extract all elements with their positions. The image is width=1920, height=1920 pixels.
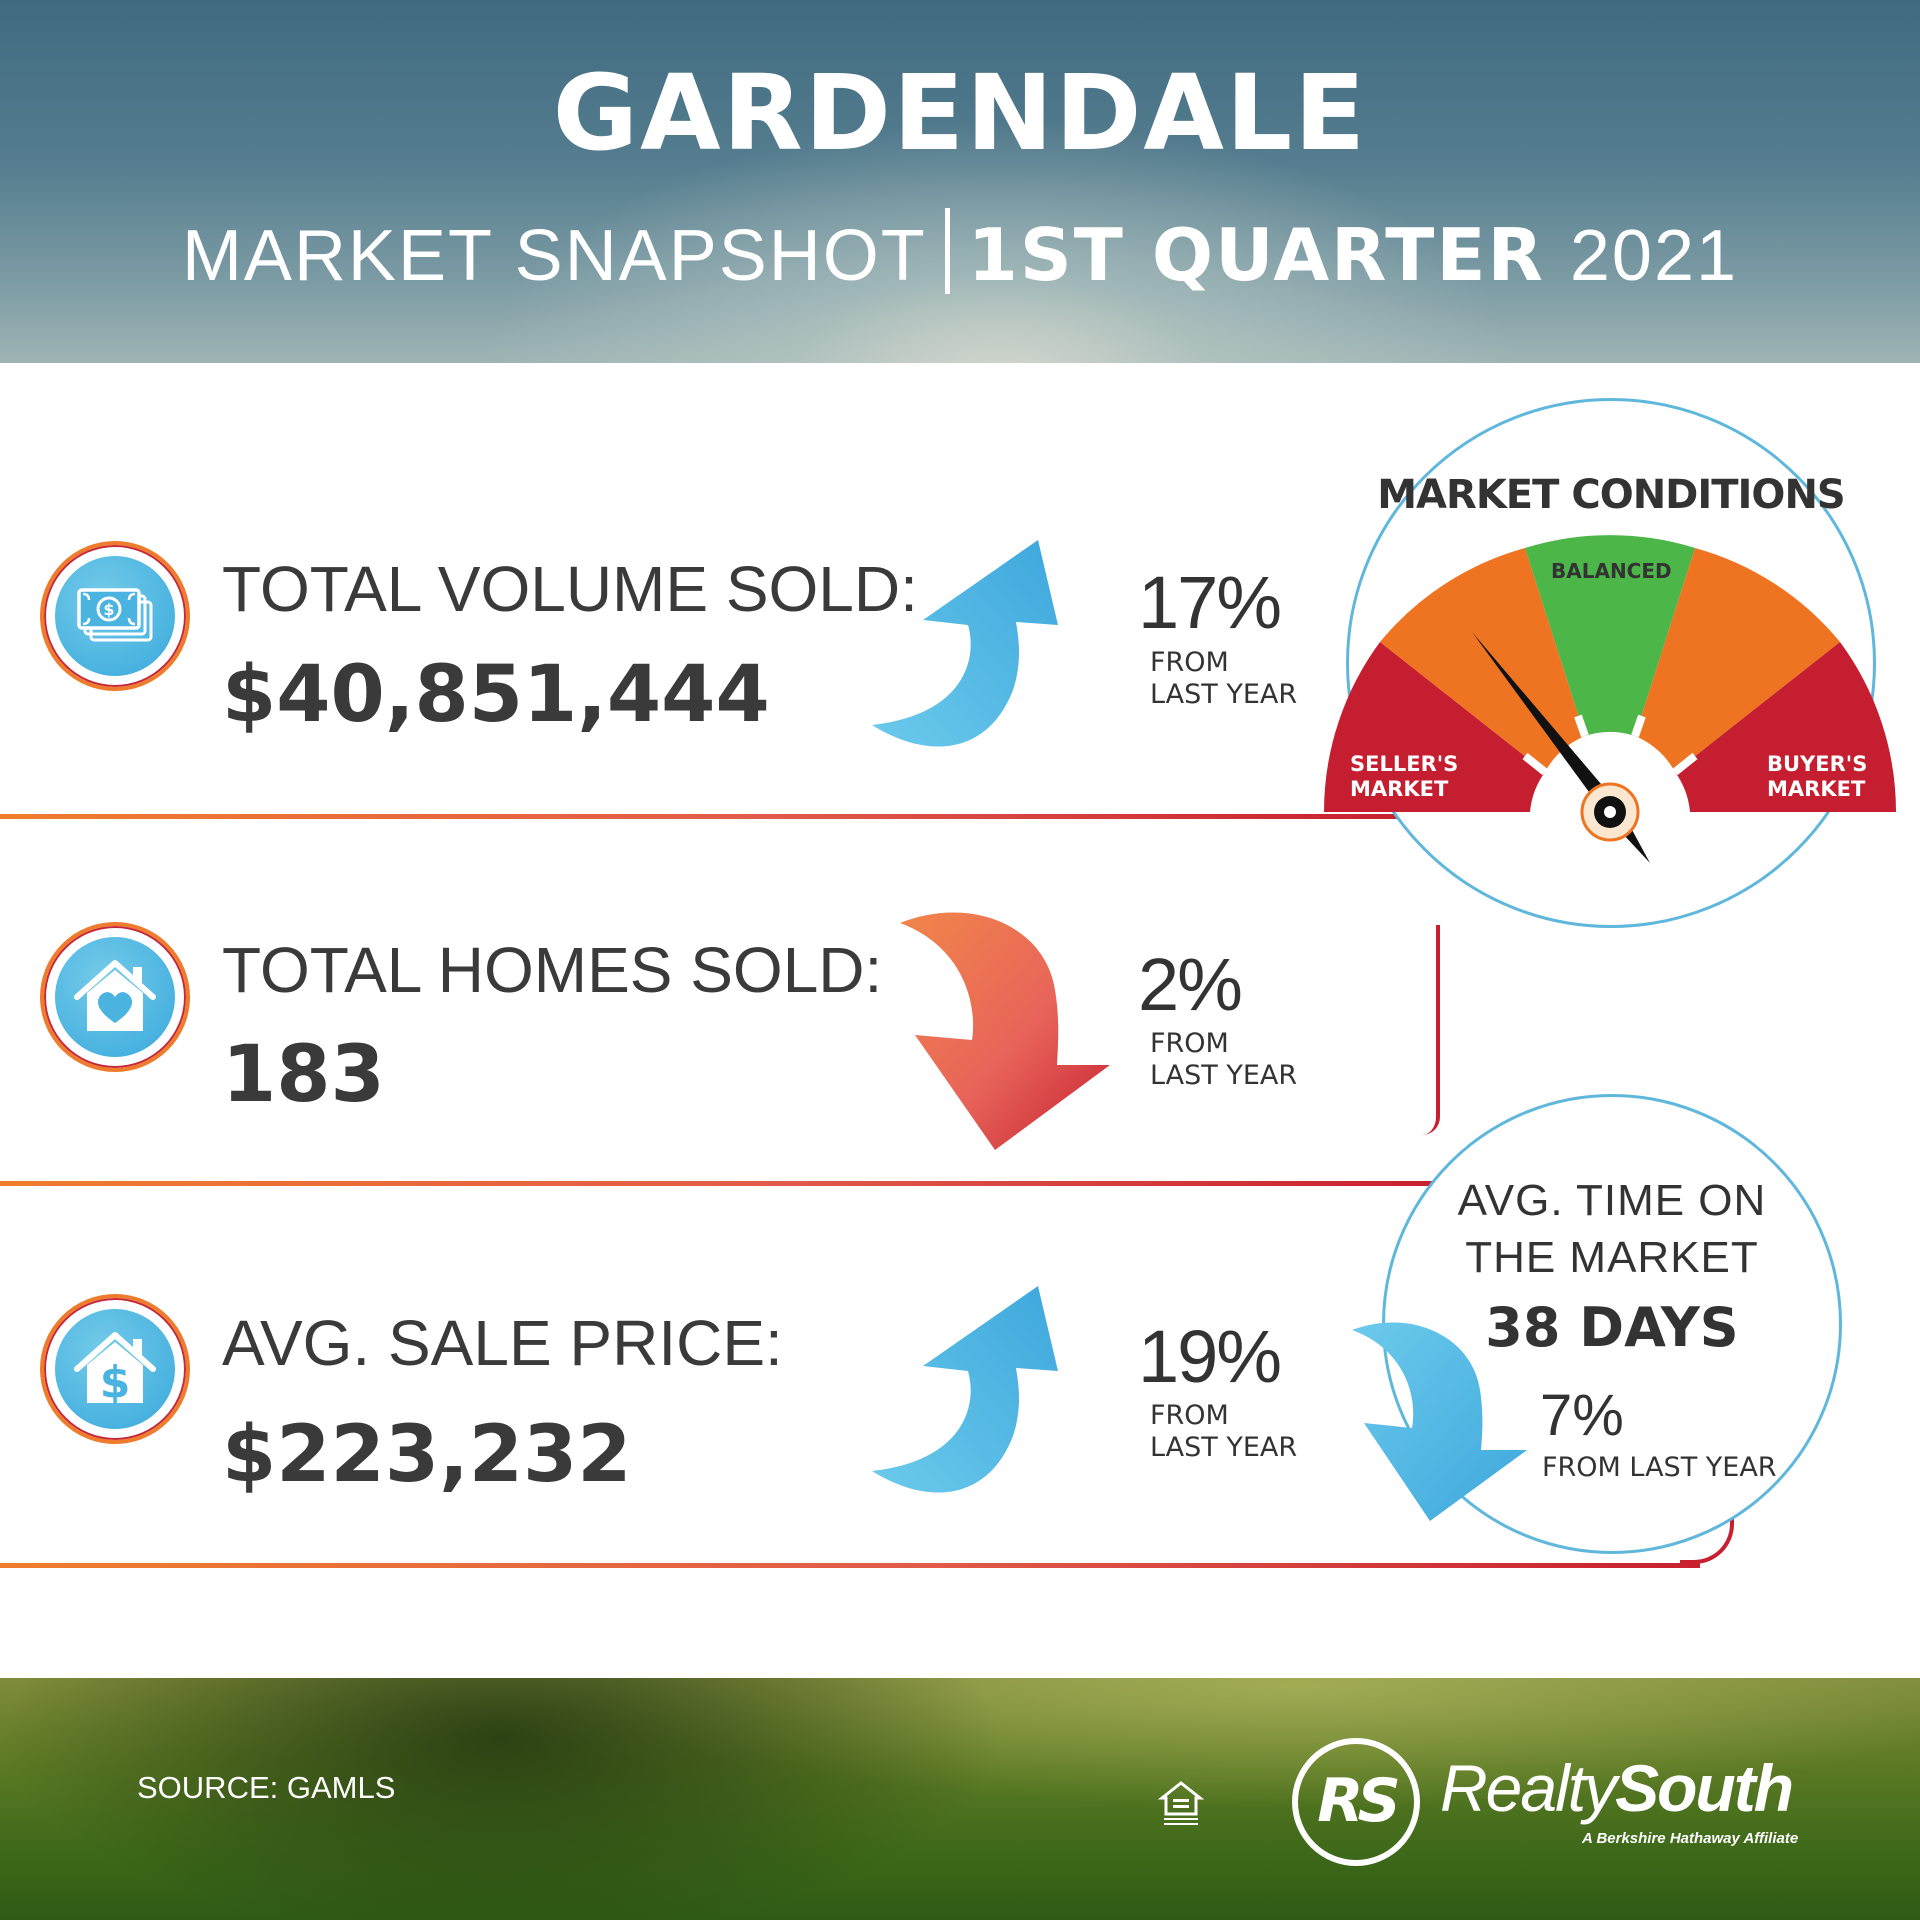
change-last-year-text: LAST YEAR [1150, 1432, 1298, 1463]
house-dollar-icon: $ [74, 1332, 156, 1408]
money-icon: $ [77, 588, 153, 642]
total-volume-value: $40,851,444 [222, 650, 770, 740]
subtitle-snapshot: MARKET SNAPSHOT [181, 216, 927, 296]
market-conditions-title: MARKET CONDITIONS [1377, 472, 1845, 518]
change-last-year-text: LAST YEAR [1150, 679, 1298, 710]
footer-banner [0, 1678, 1920, 1920]
total-homes-value: 183 [222, 1030, 385, 1120]
down-arrow-icon [900, 912, 1110, 1150]
total-homes-change-from: FROM LAST YEAR [1150, 1028, 1297, 1092]
row-divider-2 [0, 1181, 1440, 1186]
buyer-line-1: BUYER'S [1767, 752, 1868, 776]
down-arrow-icon [1352, 1322, 1527, 1521]
source-note: SOURCE: GAMLS [137, 1770, 396, 1805]
gauge-segment-buyer [1675, 642, 1896, 812]
brand-name: RealtySouth [1440, 1750, 1794, 1826]
row-divider-3 [0, 1563, 1700, 1568]
subtitle-quarter: 1ST QUARTER [967, 213, 1545, 297]
svg-text:$: $ [103, 600, 114, 619]
gauge-label-seller: SELLER'S MARKET [1350, 752, 1458, 802]
avg-sale-price-label: AVG. SALE PRICE: [222, 1307, 783, 1379]
up-arrow-icon [872, 540, 1058, 747]
up-arrow-icon [872, 1286, 1058, 1493]
gauge-segment-balanced [1525, 535, 1695, 736]
brand-name-realty: Realty [1440, 1751, 1617, 1825]
time-on-market-title: AVG. TIME ON THE MARKET [1382, 1172, 1842, 1286]
avg-sale-price-value: $223,232 [222, 1410, 632, 1500]
row-divider-1 [0, 814, 1400, 819]
seller-line-2: MARKET [1350, 777, 1449, 801]
avg-sale-price-change-from: FROM LAST YEAR [1150, 1400, 1297, 1464]
buyer-line-2: MARKET [1767, 777, 1866, 801]
time-on-market-change-text: FROM LAST YEAR [1542, 1452, 1777, 1483]
time-title-line-2: THE MARKET [1465, 1233, 1759, 1282]
equal-housing-icon [1158, 1781, 1204, 1825]
house-dollar-icon-badge: $ [40, 1294, 190, 1444]
change-from-text: FROM [1150, 1400, 1229, 1431]
market-conditions-gauge [1324, 535, 1896, 863]
brand-name-south: South [1615, 1751, 1794, 1825]
time-on-market-value: 38 DAYS [1485, 1296, 1739, 1359]
page-title: GARDENDALE [552, 52, 1368, 174]
time-on-market-change-pct: 7% [1540, 1383, 1624, 1448]
change-from-text: FROM [1150, 647, 1229, 678]
svg-text:$: $ [100, 1357, 131, 1408]
gauge-segment-buyer-orange [1635, 548, 1840, 772]
change-from-text: FROM [1150, 1028, 1229, 1059]
gauge-label-balanced: BALANCED [1551, 559, 1672, 583]
header-banner: GARDENDALE MARKET SNAPSHOT 1ST QUARTER 20… [0, 0, 1920, 363]
avg-sale-price-change-pct: 19% [1138, 1315, 1282, 1398]
total-volume-label: TOTAL VOLUME SOLD: [222, 553, 918, 625]
house-heart-icon-badge [40, 922, 190, 1072]
connector-line-upper [1412, 925, 1440, 1135]
subtitle-year: 2021 [1569, 216, 1739, 296]
brand-tagline: A Berkshire Hathaway Affiliate [1582, 1830, 1799, 1847]
money-icon-badge: $ [40, 541, 190, 691]
house-heart-icon [74, 960, 156, 1031]
seller-line-1: SELLER'S [1350, 752, 1459, 776]
page-subtitle: MARKET SNAPSHOT 1ST QUARTER 2021 [0, 208, 1920, 297]
change-last-year-text: LAST YEAR [1150, 1060, 1298, 1091]
total-volume-change-pct: 17% [1138, 561, 1282, 644]
time-title-line-1: AVG. TIME ON [1457, 1176, 1767, 1225]
logo-initials: RS [1317, 1766, 1400, 1836]
gauge-label-buyer: BUYER'S MARKET [1767, 752, 1867, 802]
subtitle-divider [944, 208, 950, 294]
total-homes-label: TOTAL HOMES SOLD: [222, 934, 883, 1006]
total-homes-change-pct: 2% [1138, 943, 1243, 1026]
gauge-segment-seller [1324, 642, 1545, 812]
total-volume-change-from: FROM LAST YEAR [1150, 647, 1297, 711]
realtysouth-logo-mark: RS [1292, 1738, 1420, 1866]
